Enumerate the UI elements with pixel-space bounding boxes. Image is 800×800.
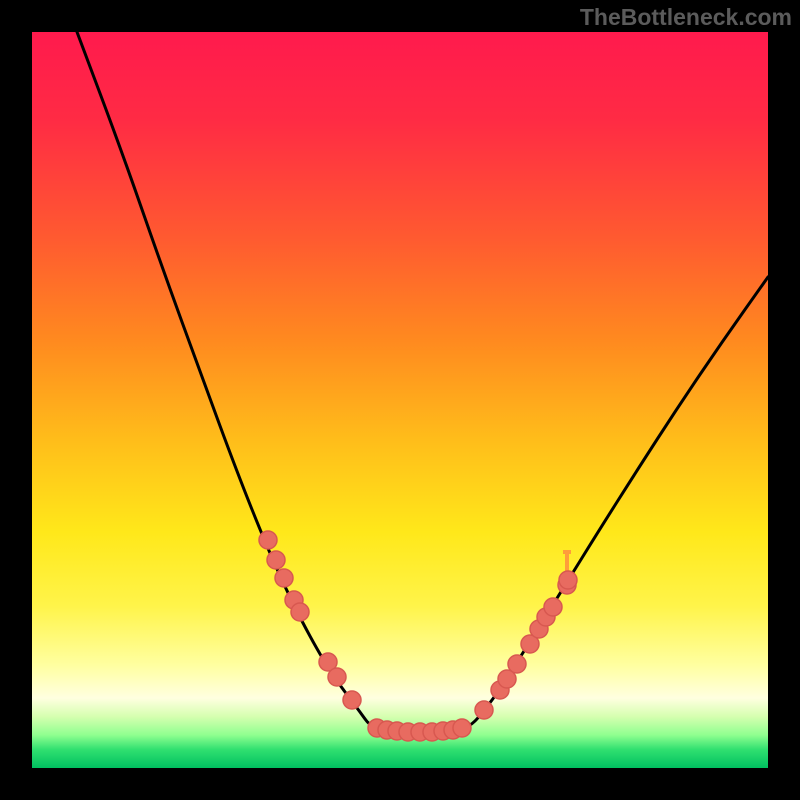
data-point — [475, 701, 493, 719]
data-point — [267, 551, 285, 569]
data-point — [544, 598, 562, 616]
data-point — [343, 691, 361, 709]
data-point — [453, 719, 471, 737]
chart-frame: TheBottleneck.com — [0, 0, 800, 800]
plot-area — [32, 32, 768, 768]
data-point — [559, 571, 577, 589]
data-point — [291, 603, 309, 621]
data-point — [259, 531, 277, 549]
data-point — [275, 569, 293, 587]
data-point — [508, 655, 526, 673]
data-point — [328, 668, 346, 686]
watermark-label: TheBottleneck.com — [580, 4, 792, 31]
chart-svg — [32, 32, 768, 768]
bottleneck-curve — [77, 32, 768, 731]
